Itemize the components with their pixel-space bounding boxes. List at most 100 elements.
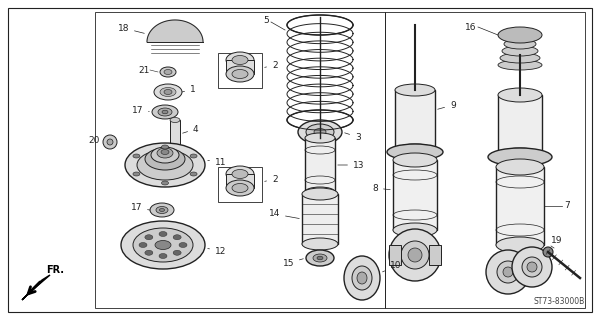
- Ellipse shape: [139, 243, 147, 247]
- Ellipse shape: [152, 105, 178, 119]
- Bar: [305, 138, 335, 192]
- Ellipse shape: [305, 187, 335, 197]
- Bar: [393, 160, 437, 230]
- Ellipse shape: [170, 117, 180, 123]
- Text: 8: 8: [372, 183, 390, 193]
- Ellipse shape: [408, 248, 422, 262]
- Bar: [395, 90, 435, 150]
- Ellipse shape: [160, 209, 164, 212]
- Text: 17: 17: [131, 204, 150, 212]
- Ellipse shape: [155, 241, 171, 250]
- Ellipse shape: [157, 148, 173, 158]
- Ellipse shape: [162, 110, 168, 114]
- Ellipse shape: [498, 88, 542, 102]
- Ellipse shape: [344, 256, 380, 300]
- Text: 1: 1: [182, 84, 196, 93]
- Ellipse shape: [527, 262, 537, 272]
- Ellipse shape: [156, 206, 168, 213]
- Bar: [389, 245, 401, 265]
- Ellipse shape: [502, 46, 538, 56]
- Ellipse shape: [173, 235, 181, 240]
- Ellipse shape: [125, 143, 205, 187]
- Ellipse shape: [317, 256, 323, 260]
- Ellipse shape: [498, 60, 542, 70]
- Ellipse shape: [150, 203, 174, 217]
- Ellipse shape: [164, 69, 172, 75]
- Ellipse shape: [226, 166, 254, 182]
- Text: 19: 19: [551, 236, 562, 245]
- Ellipse shape: [395, 144, 435, 156]
- Ellipse shape: [393, 223, 437, 237]
- Ellipse shape: [226, 180, 254, 196]
- Text: 21: 21: [139, 66, 150, 75]
- Text: 2: 2: [265, 60, 278, 69]
- Ellipse shape: [389, 229, 441, 281]
- Text: 16: 16: [464, 22, 476, 31]
- Ellipse shape: [145, 148, 185, 170]
- Polygon shape: [147, 20, 203, 42]
- Text: FR.: FR.: [46, 265, 64, 275]
- Ellipse shape: [488, 148, 552, 166]
- Bar: [302, 194, 338, 244]
- Ellipse shape: [302, 188, 338, 200]
- Ellipse shape: [506, 32, 534, 42]
- Ellipse shape: [133, 172, 140, 176]
- Ellipse shape: [313, 254, 327, 262]
- Ellipse shape: [496, 159, 544, 175]
- Ellipse shape: [151, 147, 179, 163]
- Ellipse shape: [498, 27, 542, 43]
- Ellipse shape: [232, 69, 248, 78]
- Text: 4: 4: [182, 124, 199, 133]
- Text: 11: 11: [208, 157, 227, 166]
- Ellipse shape: [543, 247, 553, 257]
- Ellipse shape: [504, 39, 536, 49]
- Ellipse shape: [496, 237, 544, 253]
- Ellipse shape: [503, 267, 513, 277]
- Text: 3: 3: [344, 132, 361, 141]
- Bar: [170, 120, 180, 148]
- Ellipse shape: [357, 272, 367, 284]
- Text: 15: 15: [283, 259, 304, 268]
- Ellipse shape: [497, 261, 519, 283]
- Ellipse shape: [137, 150, 193, 180]
- Ellipse shape: [232, 183, 248, 193]
- Ellipse shape: [305, 133, 335, 143]
- Bar: [385, 12, 585, 308]
- Ellipse shape: [226, 52, 254, 68]
- Ellipse shape: [395, 84, 435, 96]
- Bar: [95, 12, 385, 308]
- Ellipse shape: [522, 257, 542, 277]
- Ellipse shape: [161, 181, 169, 185]
- Ellipse shape: [179, 243, 187, 247]
- Ellipse shape: [393, 153, 437, 167]
- Ellipse shape: [160, 87, 176, 97]
- Ellipse shape: [401, 241, 429, 269]
- Ellipse shape: [145, 250, 153, 255]
- Ellipse shape: [306, 250, 334, 266]
- Text: 9: 9: [437, 100, 456, 109]
- Ellipse shape: [103, 135, 117, 149]
- Ellipse shape: [159, 231, 167, 236]
- Text: 10: 10: [383, 261, 401, 272]
- Text: 12: 12: [208, 246, 226, 255]
- Ellipse shape: [158, 108, 172, 116]
- Text: 2: 2: [265, 174, 278, 183]
- Ellipse shape: [145, 235, 153, 240]
- Text: 14: 14: [269, 210, 299, 219]
- Bar: [226, 174, 254, 188]
- Ellipse shape: [512, 247, 552, 287]
- Ellipse shape: [232, 170, 248, 179]
- Ellipse shape: [161, 145, 169, 149]
- Text: 20: 20: [89, 135, 100, 145]
- Ellipse shape: [133, 228, 193, 262]
- Ellipse shape: [226, 66, 254, 82]
- Text: ST73-83000B: ST73-83000B: [534, 297, 585, 306]
- Ellipse shape: [500, 53, 540, 63]
- Bar: [226, 60, 254, 74]
- Ellipse shape: [302, 238, 338, 250]
- Text: 13: 13: [338, 161, 364, 170]
- Ellipse shape: [121, 221, 205, 269]
- Text: 7: 7: [564, 202, 570, 211]
- Ellipse shape: [387, 144, 443, 160]
- Bar: [218, 53, 262, 88]
